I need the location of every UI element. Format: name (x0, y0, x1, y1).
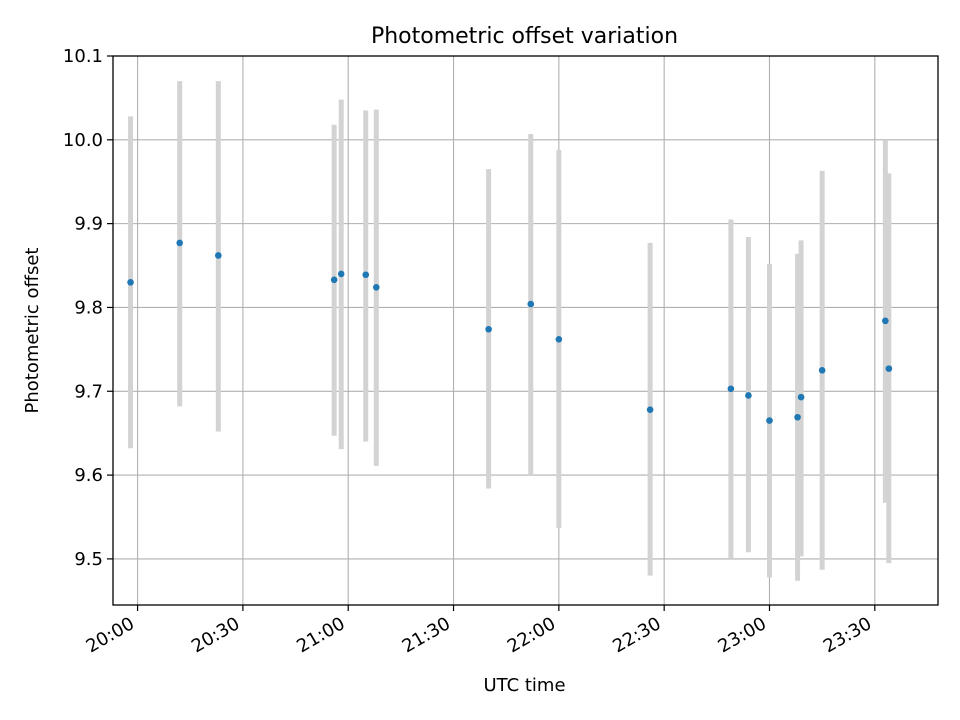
y-axis-title: Photometric offset (22, 248, 43, 414)
data-point (215, 252, 222, 259)
data-point (555, 336, 563, 343)
y-tick-label: 9.9 (74, 214, 103, 235)
data-point (337, 270, 345, 278)
data-point (794, 413, 801, 421)
chart-title: Photometric offset variation (371, 24, 678, 49)
data-point (646, 406, 654, 414)
data-point (727, 385, 735, 393)
data-point (362, 271, 370, 279)
data-point (766, 417, 773, 424)
data-point (330, 276, 338, 284)
x-axis-title: UTC time (483, 675, 565, 696)
y-tick-label: 9.6 (74, 465, 103, 486)
data-point (797, 393, 805, 401)
data-point (485, 325, 492, 333)
y-tick-label: 9.8 (74, 297, 103, 318)
y-axis: 9.5 9.6 9.7 9.8 9.9 10.0 10.1 (63, 46, 113, 570)
y-tick-label: 9.7 (74, 381, 103, 402)
data-point (882, 317, 889, 325)
data-point (127, 279, 134, 286)
data-point (176, 239, 184, 247)
y-tick-label: 9.5 (74, 549, 103, 570)
data-point (372, 284, 380, 291)
y-tick-label: 10.0 (63, 130, 103, 151)
data-point (885, 365, 893, 372)
marker-layer (127, 239, 893, 424)
y-tick-label: 10.1 (63, 46, 103, 67)
data-point (527, 300, 535, 308)
data-point (745, 392, 752, 399)
data-point (818, 367, 826, 374)
plot-area-frame (112, 55, 939, 606)
